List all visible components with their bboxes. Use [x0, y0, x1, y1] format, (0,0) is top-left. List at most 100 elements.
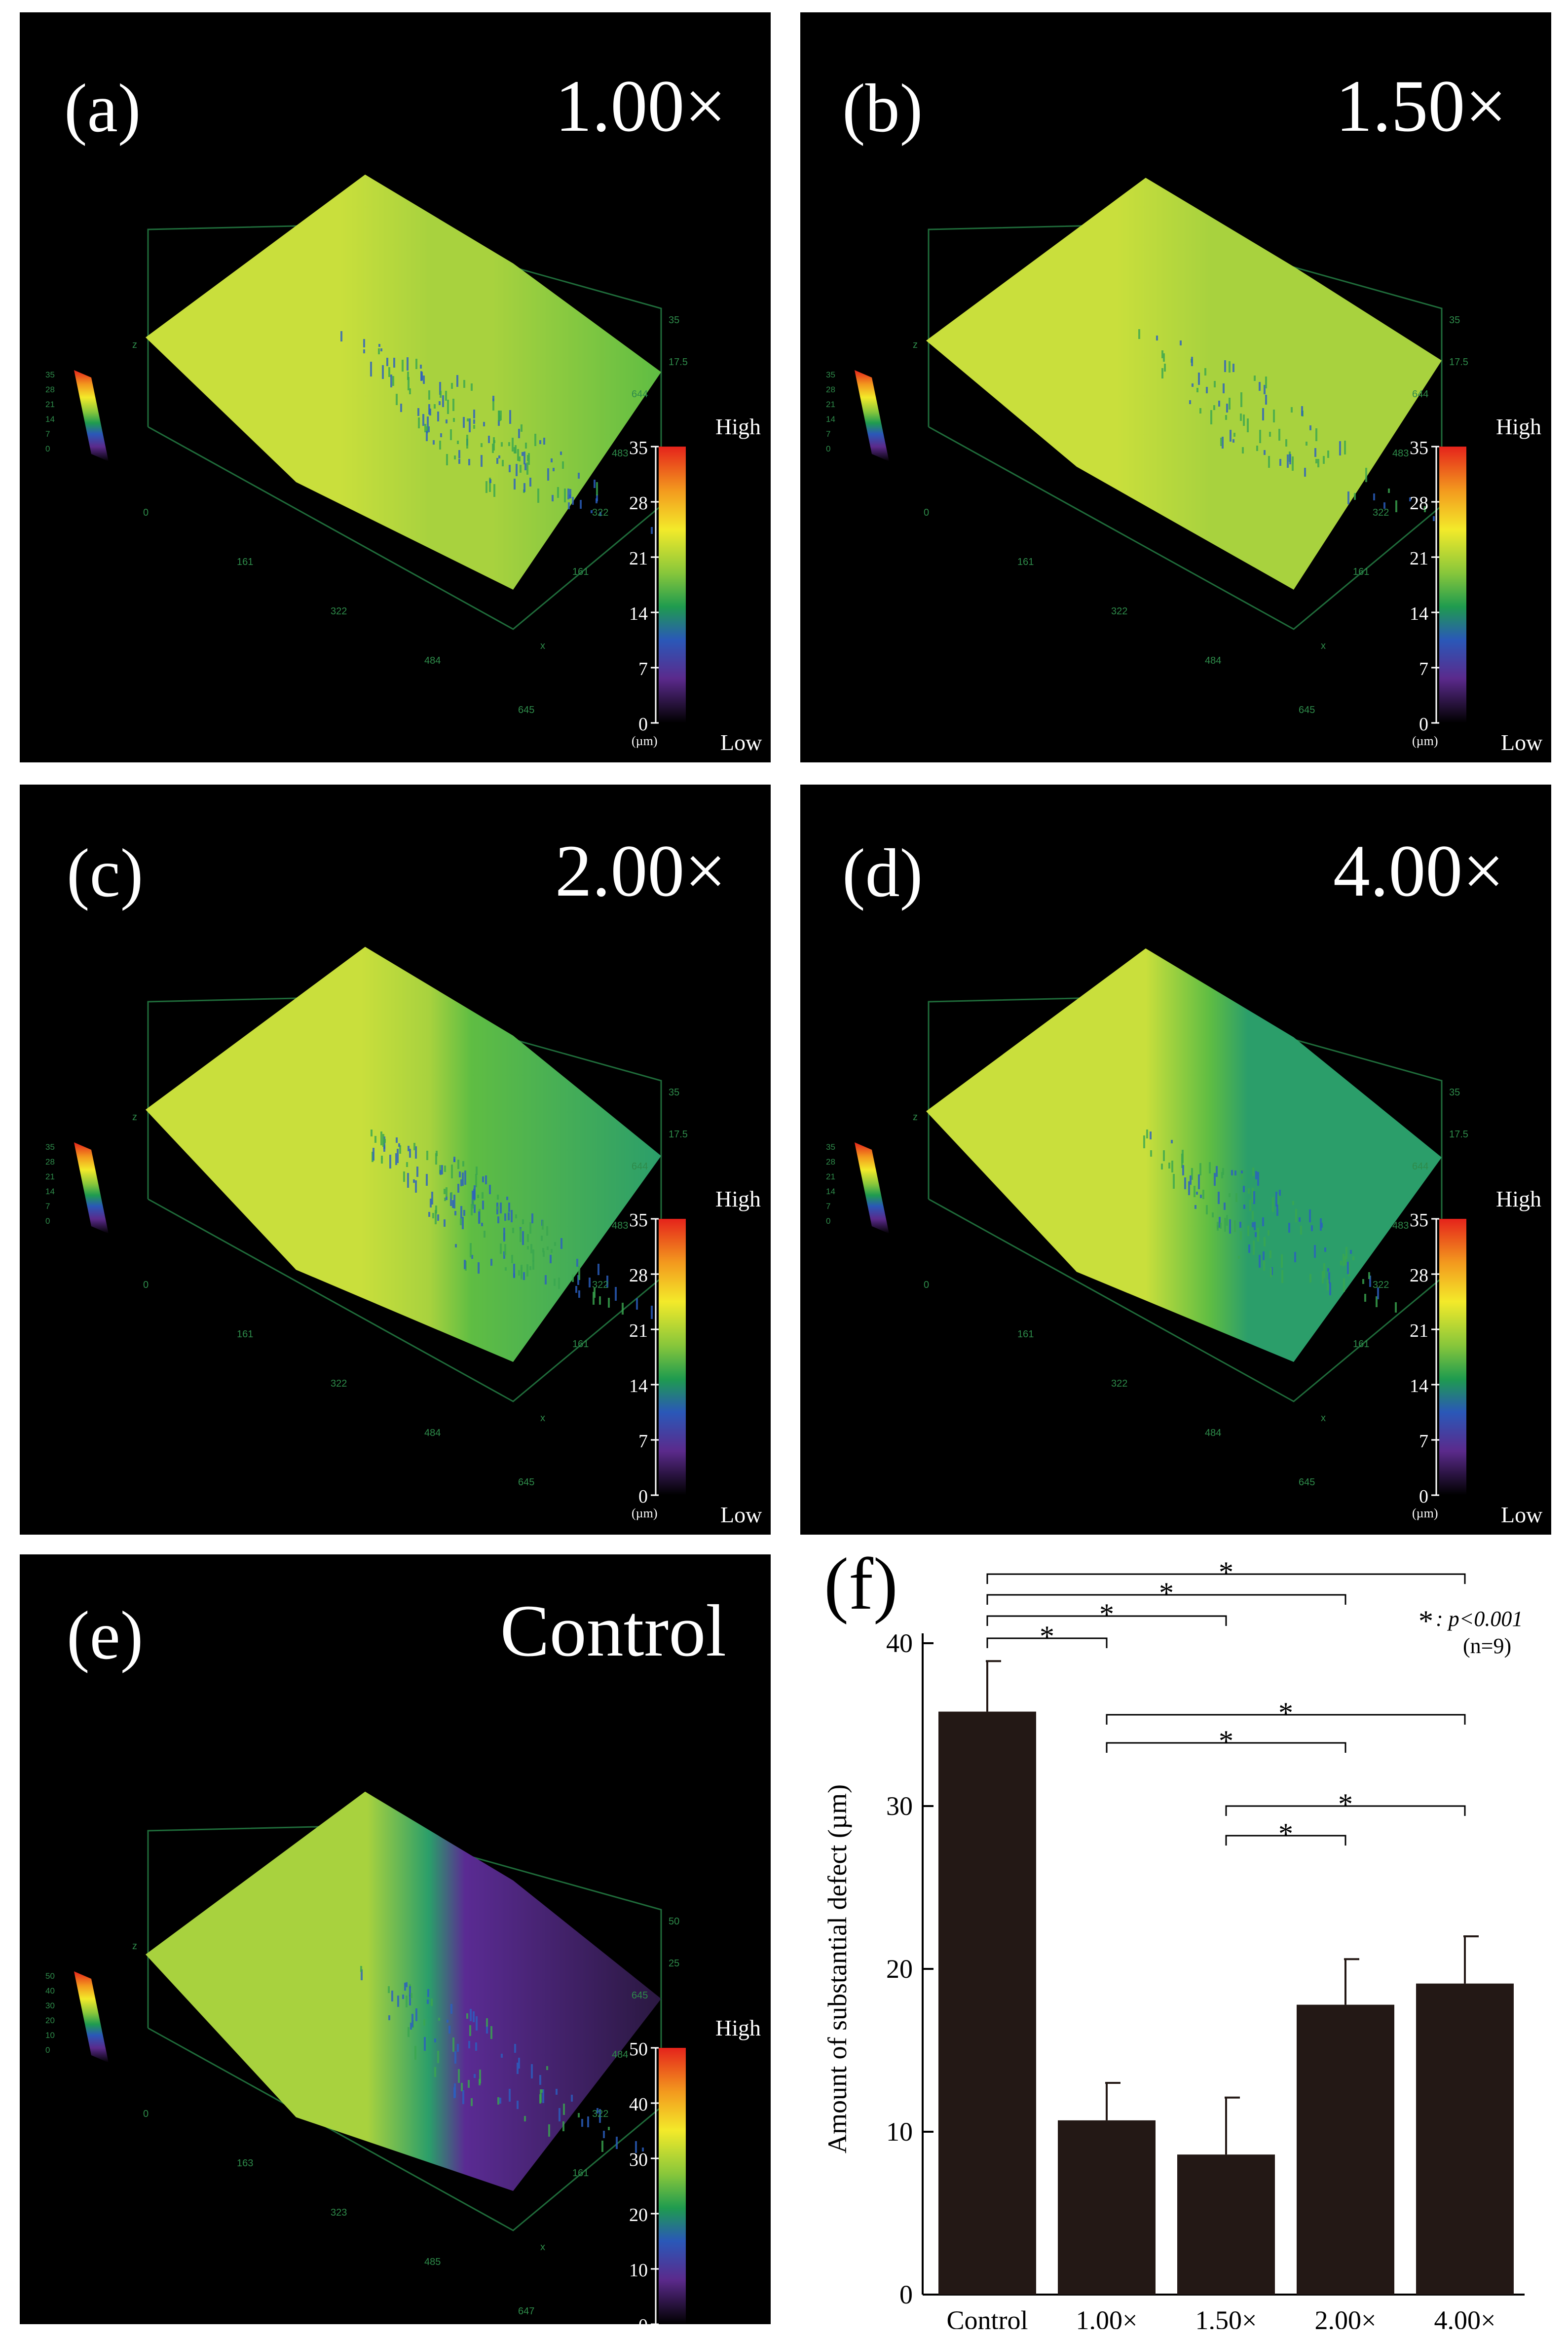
- surface-roughness-mark: [417, 408, 419, 416]
- y-axis-tick: 161: [572, 566, 589, 577]
- surface-roughness-mark: [1218, 1192, 1220, 1204]
- surface-roughness-mark: [1213, 405, 1215, 410]
- surface-roughness-mark: [1252, 1211, 1254, 1220]
- surface-roughness-mark: [451, 383, 453, 389]
- surface-roughness-mark: [414, 2046, 416, 2060]
- surface-roughness-mark: [490, 1259, 492, 1266]
- magnification-label-a: 1.00×: [555, 65, 726, 147]
- colorbar-low-label: Low: [1501, 1502, 1543, 1527]
- surface-roughness-mark: [1224, 1203, 1226, 1210]
- surface-roughness-mark: [410, 2023, 412, 2030]
- surface-roughness-mark: [1224, 1218, 1226, 1232]
- panel-label-e: (e): [67, 1597, 144, 1674]
- mini-colorbar-tick: 35: [45, 370, 55, 379]
- surface-roughness-mark: [1309, 1274, 1311, 1282]
- surface-roughness-mark: [1146, 1130, 1148, 1138]
- colorbar: [659, 1219, 686, 1495]
- surface-roughness-mark: [384, 1139, 386, 1143]
- colorbar-unit: (µm): [1412, 734, 1438, 748]
- colorbar-low-label: Low: [720, 1502, 762, 1527]
- surface-roughness-mark: [1272, 1197, 1274, 1212]
- surface-roughness-mark: [547, 468, 549, 481]
- surface-roughness-mark: [423, 376, 425, 384]
- surface-roughness-mark: [527, 1234, 529, 1242]
- surface-roughness-mark: [428, 1212, 430, 1217]
- surface-roughness-mark: [581, 2119, 583, 2127]
- surface-roughness-mark: [486, 2025, 488, 2034]
- surface-roughness-mark: [426, 1151, 428, 1160]
- surface-roughness-mark: [1221, 1172, 1223, 1178]
- surface-roughness-mark: [509, 410, 511, 424]
- surface-roughness-mark: [1171, 1161, 1173, 1172]
- x-axis-tick: 484: [1205, 1428, 1221, 1438]
- surface-roughness-mark: [444, 1219, 446, 1227]
- surface-roughness-mark: [514, 2044, 516, 2053]
- surface-roughness-mark: [452, 399, 454, 411]
- surface-roughness-mark: [444, 1189, 446, 1194]
- panel-label-d: (d): [842, 835, 923, 911]
- surface-roughness-mark: [1294, 1252, 1296, 1262]
- surface-roughness-mark: [1161, 1164, 1163, 1169]
- surface-roughness-mark: [575, 1286, 577, 1293]
- surface-roughness-mark: [597, 1264, 599, 1275]
- surface-roughness-mark: [567, 489, 569, 499]
- surface-roughness-mark: [1292, 1201, 1294, 1205]
- surface-roughness-mark: [500, 1203, 502, 1213]
- surface-roughness-mark: [1242, 447, 1244, 453]
- z-axis-letter: z: [913, 339, 918, 350]
- surface-roughness-mark: [1161, 350, 1163, 358]
- x-axis-tick: 161: [237, 557, 253, 567]
- surface-roughness-mark: [608, 1298, 610, 1308]
- surface-roughness-mark: [594, 480, 596, 488]
- surface-roughness-mark: [472, 1191, 474, 1206]
- surface-roughness-mark: [1206, 1205, 1208, 1214]
- mini-colorbar-tick: 28: [45, 1157, 55, 1167]
- y-axis-tick: 161: [572, 2168, 589, 2179]
- surface-roughness-mark: [511, 1255, 513, 1263]
- surface-roughness-mark: [622, 1303, 624, 1315]
- surface-roughness-mark: [1209, 1162, 1211, 1173]
- surface-roughness-mark: [546, 1226, 548, 1236]
- surface-roughness-mark: [504, 1213, 506, 1221]
- surface-roughness-mark: [1243, 1205, 1245, 1209]
- surface-roughness-mark: [1254, 1222, 1256, 1230]
- x-tick-label: 1.00×: [1076, 2305, 1138, 2329]
- x-axis-tick: 0: [143, 507, 149, 518]
- surface-roughness-mark: [1281, 1254, 1283, 1268]
- y-axis-tick: 483: [612, 1220, 628, 1231]
- mini-colorbar-tick: 7: [826, 1202, 830, 1211]
- surface-roughness-mark: [1200, 1195, 1202, 1198]
- surface-roughness-mark: [532, 1260, 534, 1270]
- mini-colorbar-tick: 14: [45, 1187, 55, 1196]
- surface-roughness-mark: [1243, 415, 1245, 426]
- surface-roughness-mark: [380, 1131, 382, 1145]
- colorbar: [1439, 1219, 1466, 1495]
- surface-roughness-mark: [1232, 439, 1234, 443]
- surface-roughness-mark: [1199, 1163, 1201, 1175]
- y-axis-tick: 644: [1412, 389, 1428, 400]
- surface-roughness-mark: [531, 2064, 533, 2078]
- surface-roughness-mark: [539, 440, 541, 444]
- colorbar-tick-label: 21: [1410, 1320, 1428, 1341]
- surface-roughness-mark: [542, 2089, 544, 2103]
- x-axis-tick: 645: [1299, 705, 1315, 716]
- mini-colorbar-tick: 35: [826, 1142, 835, 1152]
- significance-star: *: [1338, 1788, 1353, 1820]
- surface-roughness-mark: [498, 455, 500, 458]
- surface-roughness-mark: [1368, 1272, 1370, 1279]
- x-tick-label: 4.00×: [1434, 2305, 1496, 2329]
- colorbar-tick-label: 14: [1410, 603, 1428, 624]
- surface-roughness-mark: [373, 1148, 374, 1161]
- surface-roughness-mark: [519, 456, 521, 461]
- surface-roughness-mark: [455, 1244, 457, 1247]
- y-axis-label: Amount of substantial defect (µm): [822, 1784, 852, 2153]
- surface-roughness-mark: [482, 1176, 484, 1182]
- surface-roughness-mark: [596, 494, 598, 501]
- surface-roughness-mark: [1287, 454, 1289, 468]
- surface-roughness-mark: [1173, 1174, 1175, 1189]
- colorbar-tick-label: 7: [638, 1431, 648, 1452]
- surface-roughness-mark: [447, 400, 449, 414]
- z-axis-letter: z: [132, 339, 137, 350]
- surface-roughness-mark: [456, 375, 458, 387]
- surface-roughness-mark: [473, 410, 475, 418]
